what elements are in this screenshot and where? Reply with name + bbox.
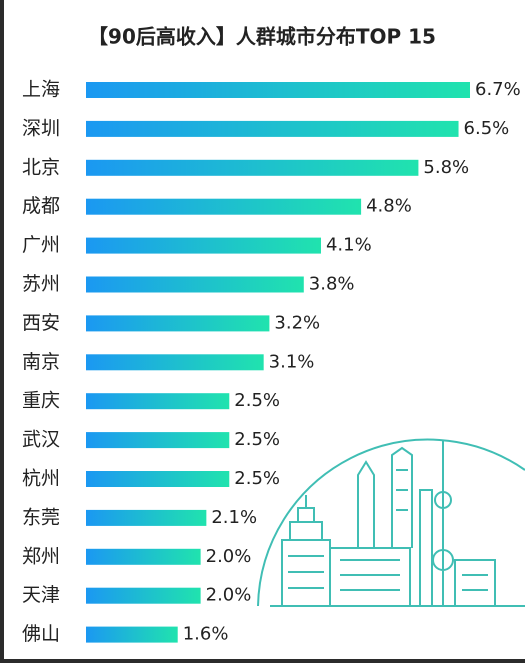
bar [86, 276, 304, 293]
category-label: 东莞 [22, 506, 60, 528]
bar [86, 82, 470, 98]
value-label: 2.5% [234, 468, 280, 489]
value-label: 4.1% [326, 235, 372, 256]
value-label: 6.5% [464, 118, 510, 139]
value-label: 1.6% [183, 624, 229, 645]
category-label: 上海 [22, 79, 60, 101]
value-label: 4.8% [366, 196, 412, 217]
bar [86, 432, 230, 449]
value-label: 2.5% [234, 390, 280, 411]
category-label: 北京 [22, 156, 60, 178]
bar [86, 548, 201, 565]
value-label: 3.2% [274, 312, 320, 333]
chart-title: 【90后高收入】人群城市分布TOP 15 [88, 25, 436, 49]
category-label: 郑州 [22, 545, 60, 567]
bar [86, 120, 459, 137]
category-label: 广州 [22, 234, 60, 256]
category-label: 深圳 [22, 117, 60, 139]
value-label: 3.1% [269, 351, 315, 372]
bar [86, 315, 270, 332]
value-label: 5.8% [423, 157, 469, 178]
skyline [257, 438, 525, 607]
bar [86, 626, 178, 643]
value-label: 2.5% [234, 429, 280, 450]
category-label: 重庆 [22, 390, 60, 412]
value-label: 2.1% [211, 507, 257, 528]
category-label: 成都 [22, 195, 60, 217]
bar [86, 198, 362, 215]
bar [86, 587, 201, 604]
bar [86, 509, 207, 526]
category-label: 西安 [22, 312, 60, 334]
value-label: 2.0% [206, 585, 252, 606]
category-label: 佛山 [22, 623, 60, 645]
value-label: 6.7% [475, 79, 521, 100]
bar [86, 159, 419, 176]
bar [86, 471, 230, 487]
bar [86, 237, 321, 254]
category-label: 武汉 [22, 429, 60, 451]
bar [86, 354, 264, 371]
bar [86, 393, 230, 410]
category-label: 苏州 [22, 273, 60, 295]
category-label: 杭州 [22, 468, 60, 490]
category-label: 南京 [22, 351, 60, 373]
value-label: 3.8% [309, 274, 355, 295]
category-label: 天津 [22, 584, 60, 606]
value-label: 2.0% [206, 546, 252, 567]
